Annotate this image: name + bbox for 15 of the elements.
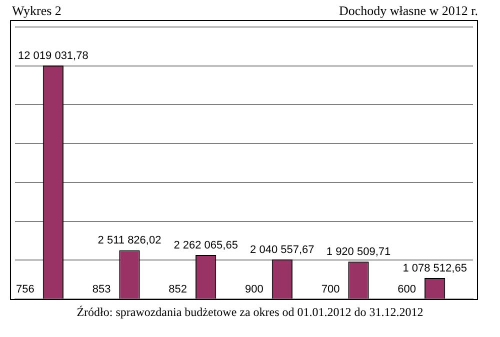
data-label: 1 078 512,65: [402, 262, 467, 275]
x-tick-label: 900: [244, 284, 264, 296]
data-label: 2 262 065,65: [174, 240, 238, 252]
x-tick-label: 756: [16, 284, 34, 296]
data-label: 2 040 557,67: [250, 244, 314, 256]
x-tick-label: 600: [398, 284, 416, 296]
x-tick-label: 853: [92, 284, 111, 296]
x-tick-label: 700: [321, 284, 340, 296]
data-label: 2 511 826,02: [98, 234, 162, 247]
data-label: 12 019 031,78: [18, 50, 88, 62]
text: Źródło: sprawozdania budżetowe za okres od 01.01.2012 do 31.12.2012: [76, 305, 424, 320]
chart-title: Dochody własne w 2012 r.: [338, 3, 478, 19]
text: Wykres 2: [12, 3, 62, 19]
x-tick-label: 852: [168, 284, 188, 296]
data-label: 1 920 509,71: [326, 246, 391, 258]
